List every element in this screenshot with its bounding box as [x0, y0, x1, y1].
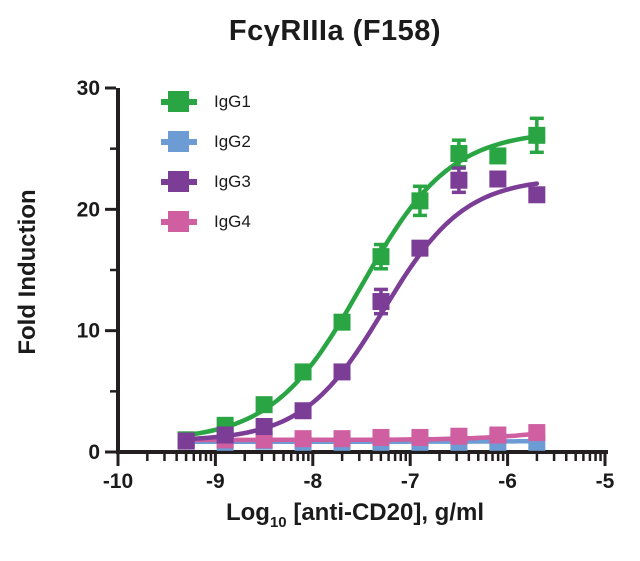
- marker-IgG1: [372, 248, 390, 266]
- marker-IgG3: [216, 426, 234, 444]
- x-tick-label: -6: [498, 470, 517, 493]
- marker-IgG4: [255, 431, 273, 449]
- igg3-square-marker-icon: [161, 171, 197, 193]
- y-axis-label: Fold Induction: [14, 189, 41, 355]
- legend-label-igg1: IgG1: [214, 92, 251, 111]
- marker-IgG3: [411, 239, 429, 257]
- legend-item-igg1: IgG1: [161, 82, 251, 122]
- x-tick-label: -9: [206, 470, 225, 493]
- x-tick-label: -10: [103, 470, 133, 493]
- legend-label-igg2: IgG2: [214, 132, 251, 151]
- y-tick-label: 20: [77, 198, 100, 221]
- marker-IgG4: [411, 428, 429, 446]
- marker-IgG1: [294, 363, 312, 381]
- curve-IgG4: [183, 431, 540, 443]
- igg4-square-marker-icon: [161, 211, 197, 233]
- y-tick-label: 30: [77, 77, 100, 100]
- marker-IgG4: [528, 424, 546, 442]
- legend-item-igg2: IgG2: [161, 122, 251, 162]
- y-tick-label: 0: [88, 441, 100, 464]
- x-tick-label: -8: [303, 470, 322, 493]
- x-axis-label-rest: [anti-CD20], g/ml: [286, 499, 484, 526]
- marker-IgG1: [489, 147, 507, 165]
- igg1-square-marker-icon: [161, 91, 197, 113]
- marker-IgG3: [489, 170, 507, 188]
- legend-item-igg3: IgG3: [161, 162, 251, 202]
- marker-IgG1: [333, 313, 351, 331]
- marker-IgG4: [450, 427, 468, 445]
- x-axis-label: Log10 [anti-CD20], g/ml: [15, 499, 640, 531]
- x-tick-label: -5: [596, 470, 615, 493]
- marker-IgG4: [333, 430, 351, 448]
- marker-IgG1: [528, 126, 546, 144]
- marker-IgG3: [177, 432, 195, 450]
- marker-IgG3: [450, 171, 468, 189]
- marker-IgG1: [255, 396, 273, 414]
- marker-IgG4: [489, 426, 507, 444]
- marker-IgG3: [333, 363, 351, 381]
- curve-IgG3: [183, 181, 540, 442]
- marker-IgG1: [411, 192, 429, 210]
- y-tick-label: 10: [77, 320, 100, 343]
- marker-IgG4: [372, 428, 390, 446]
- chart-title: FcγRIIIa (F158): [228, 15, 442, 47]
- marker-IgG3: [255, 418, 273, 436]
- igg2-square-marker-icon: [161, 131, 197, 153]
- x-tick-label: -7: [401, 470, 420, 493]
- legend-label-igg4: IgG4: [214, 212, 251, 231]
- curve-IgG1: [183, 134, 540, 438]
- marker-IgG3: [528, 186, 546, 204]
- marker-IgG3: [294, 402, 312, 420]
- legend-label-igg3: IgG3: [214, 172, 251, 191]
- marker-IgG1: [450, 145, 468, 163]
- marker-IgG4: [294, 430, 312, 448]
- x-axis-label-main: Log: [225, 499, 270, 526]
- x-axis-label-subscript: 10: [269, 514, 287, 531]
- legend: IgG1 IgG2 IgG3 IgG4: [161, 82, 251, 242]
- marker-IgG3: [372, 293, 390, 311]
- legend-item-igg4: IgG4: [161, 202, 251, 242]
